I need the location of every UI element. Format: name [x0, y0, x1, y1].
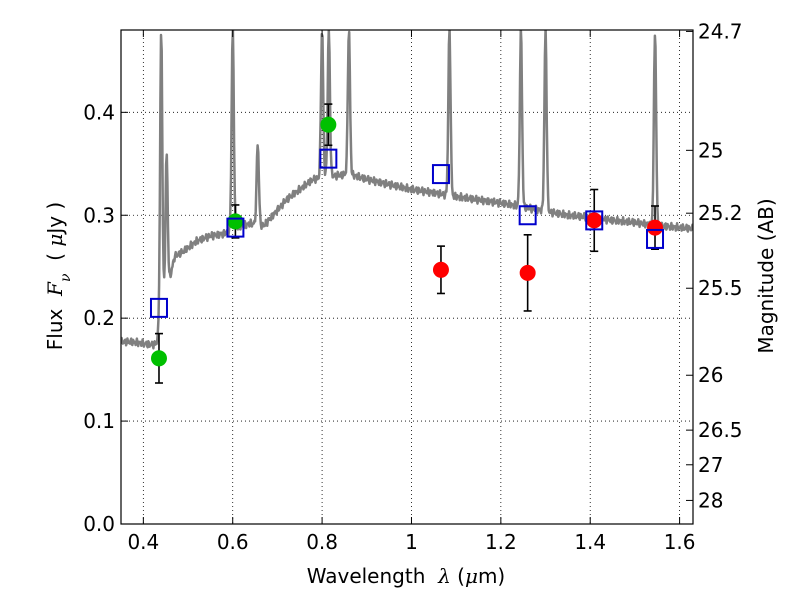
model-photometry-point: [518, 205, 537, 226]
y-axis-label: Flux Fν ( μJy ): [43, 202, 74, 350]
data-point: [227, 213, 244, 230]
data-point: [320, 116, 337, 133]
y2-tick-label: 28: [698, 488, 723, 512]
y2-tick-label: 27: [698, 453, 723, 477]
y-tick-label: 0.3: [83, 203, 115, 227]
x-tick-label: 1: [405, 530, 418, 554]
x-tick-label: 1.2: [485, 530, 517, 554]
y2-tick-label: 25: [698, 138, 723, 162]
y-tick-label: 0.1: [83, 409, 115, 433]
y2-tick-label: 24.7: [698, 19, 743, 43]
data-point: [519, 264, 536, 281]
data-point: [432, 261, 449, 278]
y2-tick-label: 26: [698, 363, 723, 387]
data-point: [150, 350, 167, 367]
data-points-layer: [149, 103, 665, 384]
x-tick-label: 0.4: [127, 530, 159, 554]
model-photometry-point: [585, 210, 604, 231]
model-photometry-point: [431, 164, 450, 185]
x-axis-label: Wavelength λ (μm): [307, 564, 506, 588]
x-tick-label: 0.8: [306, 530, 338, 554]
data-point: [586, 212, 603, 229]
model-photometry-point: [226, 217, 245, 238]
y-tick-label: 0.2: [83, 306, 115, 330]
model-photometry-point: [319, 148, 338, 169]
x-tick-label: 1.4: [574, 530, 606, 554]
y2-axis-label: Magnitude (AB): [754, 198, 778, 353]
series-2: [149, 148, 665, 318]
y-tick-label: 0.4: [83, 100, 115, 124]
model-photometry-point: [646, 228, 665, 249]
plot-frame: [120, 29, 694, 525]
y2-tick-label: 26.5: [698, 418, 743, 442]
ticks-layer: 0.4 0.6 0.8 1 1.2 1.4 1.6 0.0 0.1 0.2 0.3 0.4 24.7 25…: [83, 19, 742, 554]
y-tick-label: 0.0: [83, 512, 115, 536]
y2-tick-label: 25.2: [698, 201, 743, 225]
model-photometry-point: [149, 297, 168, 318]
y2-tick-label: 25.5: [698, 276, 743, 300]
x-tick-label: 0.6: [217, 530, 249, 554]
x-tick-label: 1.6: [664, 530, 696, 554]
data-point: [647, 219, 664, 236]
